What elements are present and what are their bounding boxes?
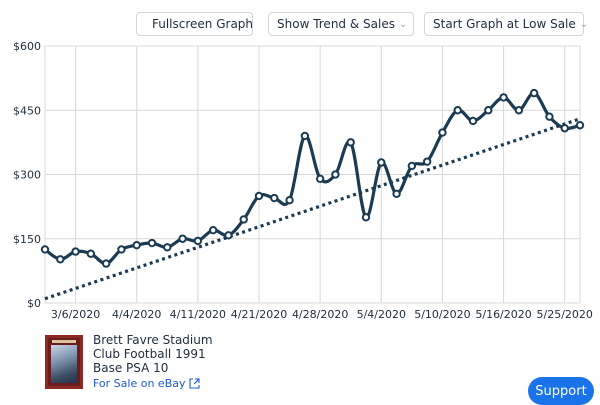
chevron-down-icon: ⌄ xyxy=(398,18,408,30)
x-tick-label: 3/6/2020 xyxy=(51,308,100,321)
listing-card: Brett Favre Stadium Club Football 1991 B… xyxy=(45,333,345,395)
sale-point xyxy=(285,196,294,205)
sale-point xyxy=(101,259,111,268)
sale-point xyxy=(346,138,355,147)
sale-point xyxy=(71,247,80,256)
sale-point xyxy=(193,236,203,246)
sale-point xyxy=(117,245,126,254)
sale-point xyxy=(239,215,248,224)
sale-point xyxy=(514,106,524,115)
sale-point xyxy=(178,234,187,243)
sale-point xyxy=(499,93,508,102)
listing-title-line-2: Club Football 1991 xyxy=(93,347,206,361)
x-tick-label: 4/28/2020 xyxy=(292,308,348,321)
sale-point xyxy=(270,193,279,203)
sale-point xyxy=(208,225,218,235)
sale-point xyxy=(315,174,325,183)
external-link-icon xyxy=(188,378,200,389)
trend-sales-select[interactable]: Show Trend & Sales ⌄ xyxy=(268,12,414,36)
x-tick-label: 5/25/2020 xyxy=(537,308,593,321)
y-tick-label: $0 xyxy=(27,297,41,310)
sale-point xyxy=(163,243,172,252)
sale-point xyxy=(377,158,386,167)
fullscreen-graph-label: Fullscreen Graph xyxy=(152,17,254,31)
listing-title-line-1: Brett Favre Stadium xyxy=(93,333,213,347)
support-button[interactable]: Support xyxy=(528,377,594,405)
sale-point xyxy=(407,161,417,171)
x-tick-label: 4/21/2020 xyxy=(231,308,287,321)
sale-point xyxy=(300,131,310,141)
sale-point xyxy=(361,213,371,222)
sale-point xyxy=(422,157,432,166)
sale-point xyxy=(40,245,50,254)
sale-point xyxy=(147,238,157,248)
graph-toolbar: Fullscreen Graph Show Trend & Sales ⌄ St… xyxy=(0,12,600,38)
card-thumbnail[interactable] xyxy=(45,335,83,389)
sale-point xyxy=(575,121,585,130)
ebay-link[interactable]: For Sale on eBay xyxy=(93,377,200,390)
y-tick-label: $600 xyxy=(13,40,41,53)
sales-series-line xyxy=(44,91,581,266)
sale-point xyxy=(254,191,264,201)
sale-point xyxy=(560,124,569,133)
fullscreen-graph-button[interactable]: Fullscreen Graph xyxy=(136,12,253,36)
y-tick-label: $150 xyxy=(13,233,41,246)
chevron-down-icon: ⌄ xyxy=(579,18,589,30)
ebay-link-label: For Sale on eBay xyxy=(93,377,186,390)
x-tick-label: 5/10/2020 xyxy=(414,308,470,321)
start-graph-value: Start Graph at Low Sale xyxy=(433,17,576,31)
sale-point xyxy=(56,255,65,264)
start-graph-select[interactable]: Start Graph at Low Sale ⌄ xyxy=(424,12,588,36)
x-tick-label: 5/16/2020 xyxy=(475,308,531,321)
sale-point xyxy=(132,240,141,250)
x-tick-label: 4/11/2020 xyxy=(170,308,226,321)
sale-point xyxy=(453,106,462,115)
slab-label xyxy=(52,340,76,343)
sale-point xyxy=(484,106,493,115)
sale-point xyxy=(468,116,478,126)
price-history-chart: $0 $150 $300 $450 $600 3/6/2020 4/4/2020 4/11/2… xyxy=(13,40,593,321)
listing-title[interactable]: Brett Favre Stadium Club Football 1991 B… xyxy=(93,333,293,375)
x-tick-label: 4/4/2020 xyxy=(112,308,161,321)
sale-point xyxy=(392,189,401,198)
y-tick-label: $450 xyxy=(13,104,41,117)
trend-sales-value: Show Trend & Sales xyxy=(277,17,395,31)
sale-point xyxy=(331,170,340,179)
sale-point xyxy=(224,231,233,240)
card-image xyxy=(51,345,77,383)
sale-point xyxy=(545,112,554,121)
sale-point xyxy=(438,128,447,137)
y-tick-label: $300 xyxy=(13,169,41,182)
sale-point xyxy=(86,249,96,258)
sale-point xyxy=(529,88,539,98)
x-tick-label: 5/4/2020 xyxy=(357,308,406,321)
trend-line xyxy=(44,117,581,301)
listing-title-line-3: Base PSA 10 xyxy=(93,361,169,375)
